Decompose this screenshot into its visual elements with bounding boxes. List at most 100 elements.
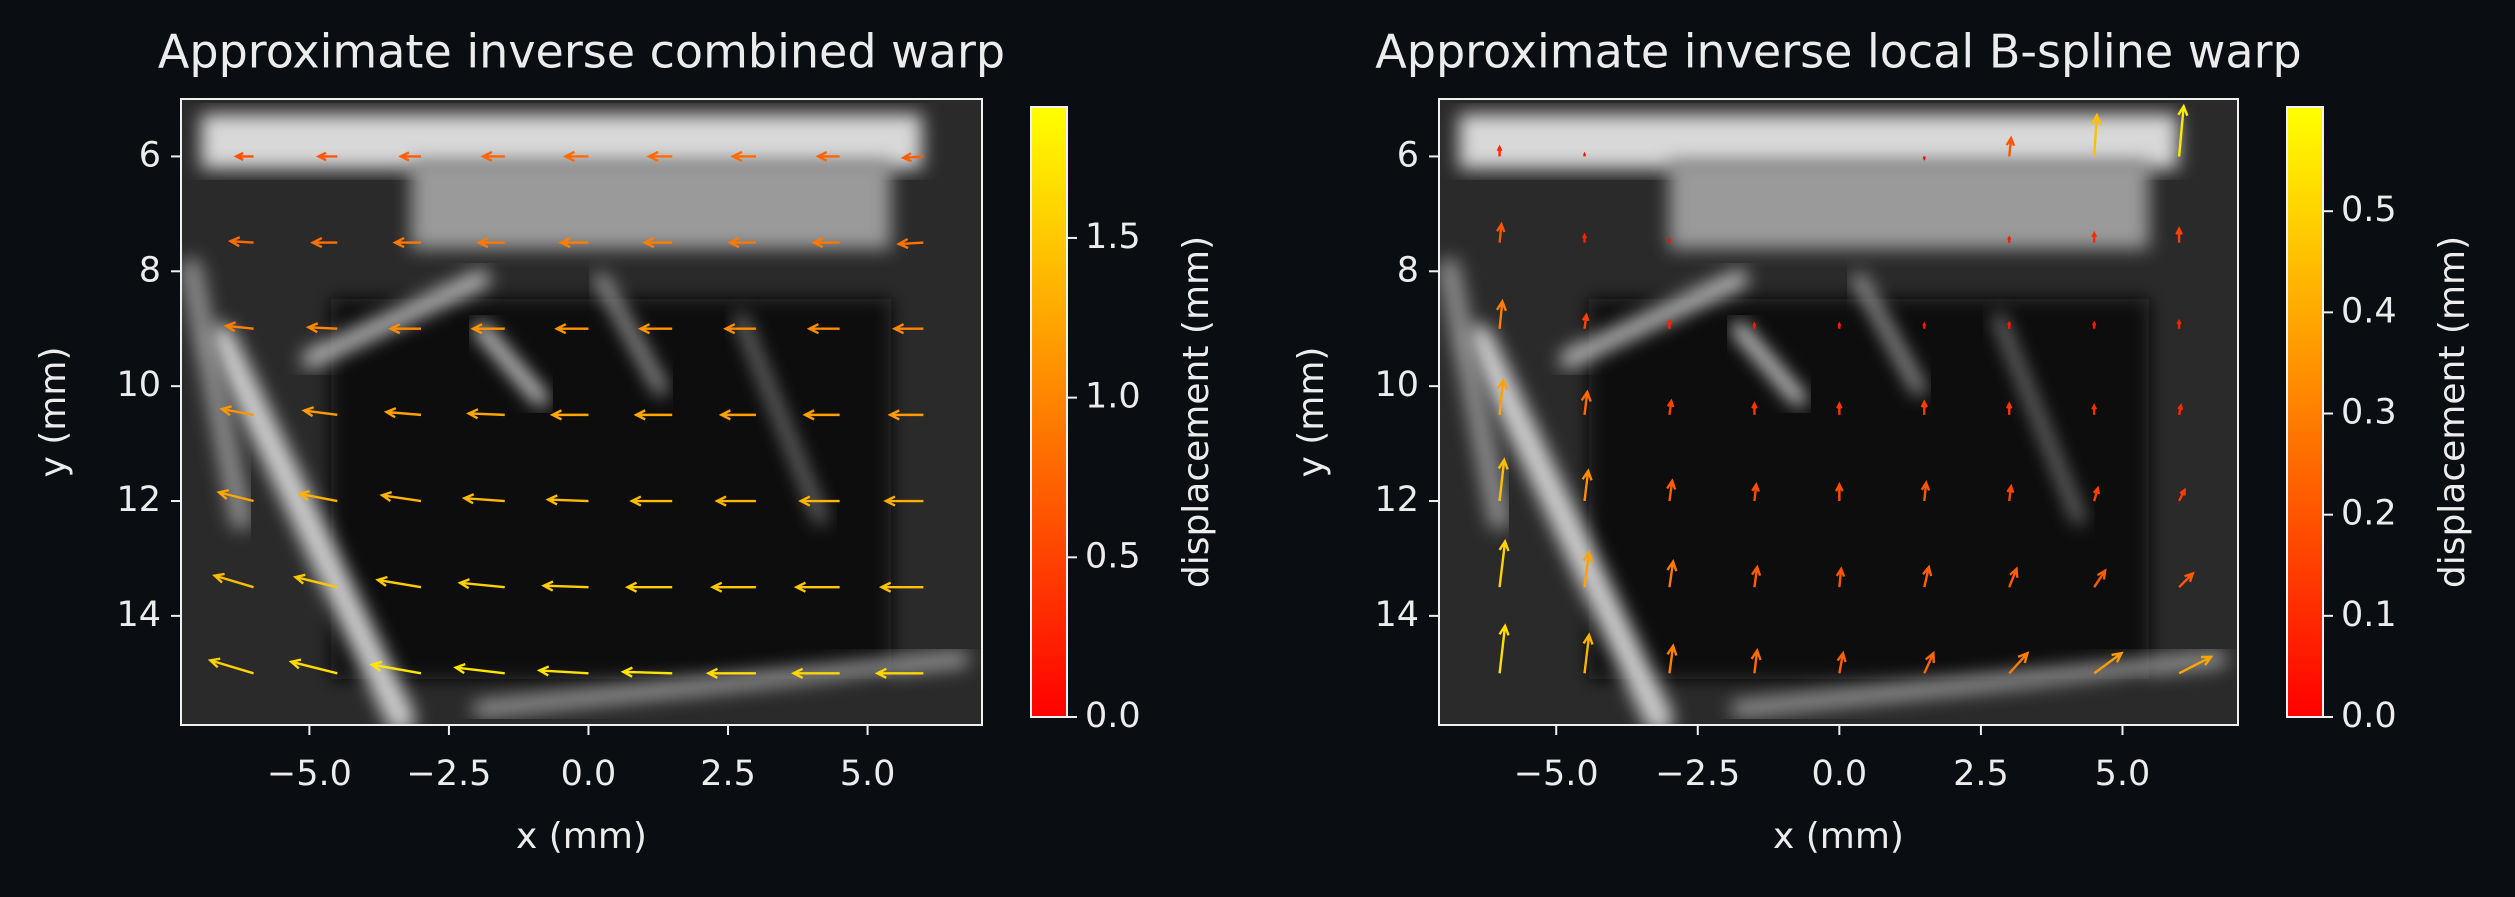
arrow [466, 408, 505, 420]
x-tick-label: −2.5 [406, 754, 491, 794]
colorbar-tick-label: 0.5 [2341, 190, 2397, 230]
arrow [2177, 103, 2189, 157]
arrow [383, 407, 422, 419]
arrow [2091, 403, 2098, 415]
arrow [2178, 571, 2195, 589]
arrow [2007, 235, 2012, 243]
arrow [723, 323, 756, 335]
arrow [453, 663, 505, 675]
x-tick-label: −5.0 [1514, 754, 1599, 794]
colorbar-label: displacement (mm) [2432, 236, 2473, 588]
colorbar-tick-label: 0.0 [2341, 696, 2397, 736]
arrow [883, 495, 924, 507]
arrow [1836, 650, 1847, 674]
arrow [620, 666, 673, 678]
arrow [896, 237, 924, 250]
x-axis-label: x (mm) [1773, 816, 1904, 857]
y-tick-label: 6 [139, 135, 161, 175]
arrow [461, 493, 505, 505]
colorbar [1030, 106, 1068, 718]
colorbar-tick-label: 0.3 [2341, 393, 2397, 433]
image-structure [595, 273, 667, 395]
arrow [480, 151, 505, 162]
arrow [1923, 650, 1935, 674]
image-structure [302, 270, 490, 368]
image-structure [474, 322, 548, 406]
arrow [1837, 321, 1842, 329]
arrow [887, 409, 924, 421]
arrow [233, 151, 254, 161]
arrow [2007, 320, 2012, 329]
arrow [375, 575, 422, 589]
image-dark [331, 299, 891, 679]
x-tick-label: 0.0 [561, 754, 617, 794]
image-dark [1589, 299, 2149, 679]
arrow [1666, 318, 1673, 329]
axes-frame [180, 98, 983, 726]
arrow [2178, 655, 2214, 675]
arrow [288, 658, 338, 675]
y-tick-label: 14 [116, 595, 161, 635]
image-structure [736, 314, 826, 524]
arrow [1922, 156, 1926, 161]
arrow [705, 667, 756, 679]
ultrasound-image [1439, 99, 2238, 725]
arrow [2008, 566, 2019, 588]
arrow [541, 580, 589, 592]
arrow [292, 573, 338, 589]
arrow [1498, 538, 1510, 588]
image-structure [1731, 651, 2227, 717]
colorbar-tick-label: 0.1 [2341, 595, 2397, 635]
arrow [1581, 232, 1588, 243]
arrow [476, 237, 505, 249]
arrow [219, 405, 254, 417]
arrow [1666, 398, 1675, 416]
arrow [727, 237, 756, 249]
arrow [2091, 230, 2098, 243]
arrow [2091, 320, 2097, 329]
arrow [1581, 468, 1593, 502]
arrow [1920, 399, 1928, 415]
arrow [305, 322, 338, 334]
arrow [1582, 549, 1594, 588]
arrow [1497, 457, 1509, 502]
arrow [1581, 312, 1590, 329]
arrow [1834, 481, 1844, 502]
colorbar [2286, 106, 2324, 718]
arrow [1922, 564, 1933, 588]
arrow [790, 667, 840, 679]
arrow [1498, 623, 1510, 674]
x-tick-label: 0.0 [1812, 754, 1868, 794]
arrow [718, 409, 756, 421]
arrow [545, 494, 589, 506]
arrow [1920, 480, 1931, 502]
arrow [1922, 321, 1927, 329]
y-tick-label: 14 [1374, 595, 1419, 635]
arrow [806, 323, 840, 335]
y-axis-label: y (mm) [1291, 347, 1332, 478]
arrow [212, 572, 254, 589]
colorbar-tick-label: 0.4 [2341, 291, 2397, 331]
arrow [1750, 647, 1762, 674]
arrow [1582, 632, 1594, 674]
image-structure [1439, 258, 1510, 530]
arrow [629, 495, 673, 507]
arrow [2176, 318, 2182, 329]
arrow [878, 581, 924, 593]
arrow [1496, 221, 1506, 243]
arrow [379, 490, 422, 503]
x-tick-label: −5.0 [267, 754, 352, 794]
arrow [392, 237, 422, 249]
arrow [900, 152, 924, 163]
arrow [2175, 226, 2183, 243]
colorbar-tick-label: 0.5 [1085, 536, 1141, 576]
arrow [793, 581, 840, 593]
arrow [815, 151, 840, 162]
arrow [802, 409, 840, 421]
arrow [710, 581, 756, 593]
colorbar-tick-label: 1.0 [1085, 377, 1141, 417]
arrow [1751, 564, 1762, 588]
y-tick-label: 10 [1374, 365, 1419, 405]
image-structure [473, 651, 969, 717]
y-tick-label: 10 [116, 365, 161, 405]
